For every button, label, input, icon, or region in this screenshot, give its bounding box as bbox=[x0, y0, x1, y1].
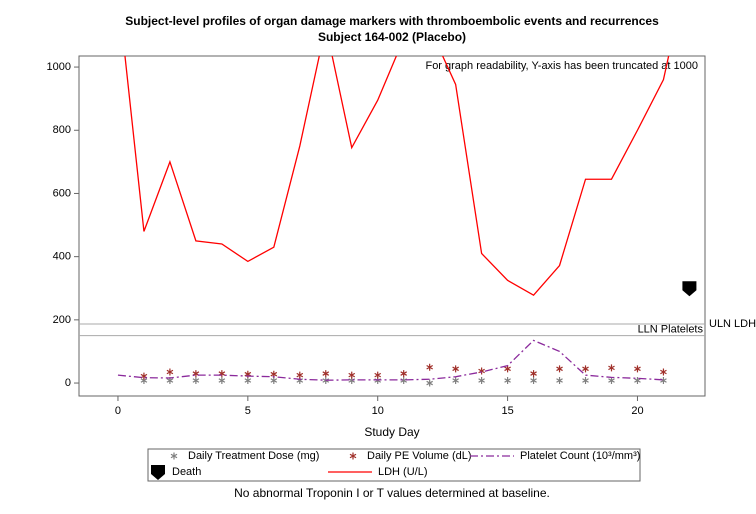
star-marker bbox=[608, 377, 615, 385]
reference-label: ULN LDH bbox=[709, 318, 756, 330]
y-tick-label: 0 bbox=[65, 377, 71, 389]
star-marker bbox=[530, 377, 537, 385]
star-marker bbox=[244, 377, 252, 385]
star-marker bbox=[530, 370, 537, 378]
star-marker bbox=[452, 377, 459, 385]
plot-frame bbox=[78, 55, 706, 397]
footnote: No abnormal Troponin I or T values deter… bbox=[234, 486, 550, 500]
y-tick-label: 400 bbox=[53, 251, 71, 263]
chart-title: Subject-level profiles of organ damage m… bbox=[125, 14, 659, 28]
star-marker bbox=[296, 371, 304, 379]
series-line bbox=[117, 339, 664, 381]
legend-symbol bbox=[349, 452, 357, 460]
annotation: For graph readability, Y-axis has been t… bbox=[425, 60, 698, 72]
x-tick-label: 15 bbox=[501, 405, 513, 417]
star-marker bbox=[608, 364, 615, 372]
chart-subtitle: Subject 164-002 (Placebo) bbox=[318, 30, 466, 44]
star-marker bbox=[166, 368, 174, 376]
star-marker bbox=[556, 377, 563, 385]
star-marker bbox=[478, 377, 485, 385]
star-marker bbox=[270, 377, 278, 385]
star-marker bbox=[218, 377, 226, 385]
star-marker bbox=[582, 365, 589, 373]
star-marker bbox=[192, 377, 200, 385]
y-tick-label: 800 bbox=[53, 124, 71, 136]
x-tick-label: 5 bbox=[245, 405, 251, 417]
x-tick-label: 10 bbox=[372, 405, 384, 417]
star-marker bbox=[556, 365, 563, 373]
star-marker bbox=[426, 379, 433, 387]
series-line bbox=[124, 56, 670, 297]
star-marker bbox=[504, 365, 511, 373]
legend-label: Platelet Count (10³/mm³) bbox=[520, 450, 640, 462]
x-tick-label: 20 bbox=[631, 405, 643, 417]
star-marker bbox=[140, 372, 148, 380]
star-marker bbox=[660, 377, 667, 385]
star-marker bbox=[660, 368, 667, 376]
legend-label: Death bbox=[172, 466, 201, 478]
y-tick-label: 1000 bbox=[47, 61, 71, 73]
star-marker bbox=[218, 370, 226, 378]
star-marker bbox=[374, 371, 382, 379]
star-marker bbox=[322, 370, 330, 378]
x-axis-label: Study Day bbox=[364, 425, 419, 439]
legend-label: LDH (U/L) bbox=[378, 466, 428, 478]
legend-symbol bbox=[151, 465, 165, 480]
star-marker bbox=[634, 365, 641, 373]
y-tick-label: 600 bbox=[53, 187, 71, 199]
star-marker bbox=[478, 367, 485, 375]
legend-box bbox=[147, 448, 641, 482]
star-marker bbox=[348, 371, 356, 379]
reference-label: LLN Platelets bbox=[638, 324, 704, 336]
star-marker bbox=[452, 365, 459, 373]
legend-label: Daily PE Volume (dL) bbox=[367, 450, 472, 462]
y-tick-label: 200 bbox=[53, 314, 71, 326]
plot-area bbox=[117, 56, 697, 387]
star-marker bbox=[400, 370, 408, 378]
death-marker bbox=[682, 281, 697, 297]
legend-symbol bbox=[170, 452, 178, 460]
x-tick-label: 0 bbox=[115, 405, 121, 417]
star-marker bbox=[582, 377, 589, 385]
star-marker bbox=[426, 363, 433, 371]
star-marker bbox=[634, 377, 641, 385]
star-marker bbox=[504, 377, 511, 385]
legend-label: Daily Treatment Dose (mg) bbox=[188, 450, 319, 462]
